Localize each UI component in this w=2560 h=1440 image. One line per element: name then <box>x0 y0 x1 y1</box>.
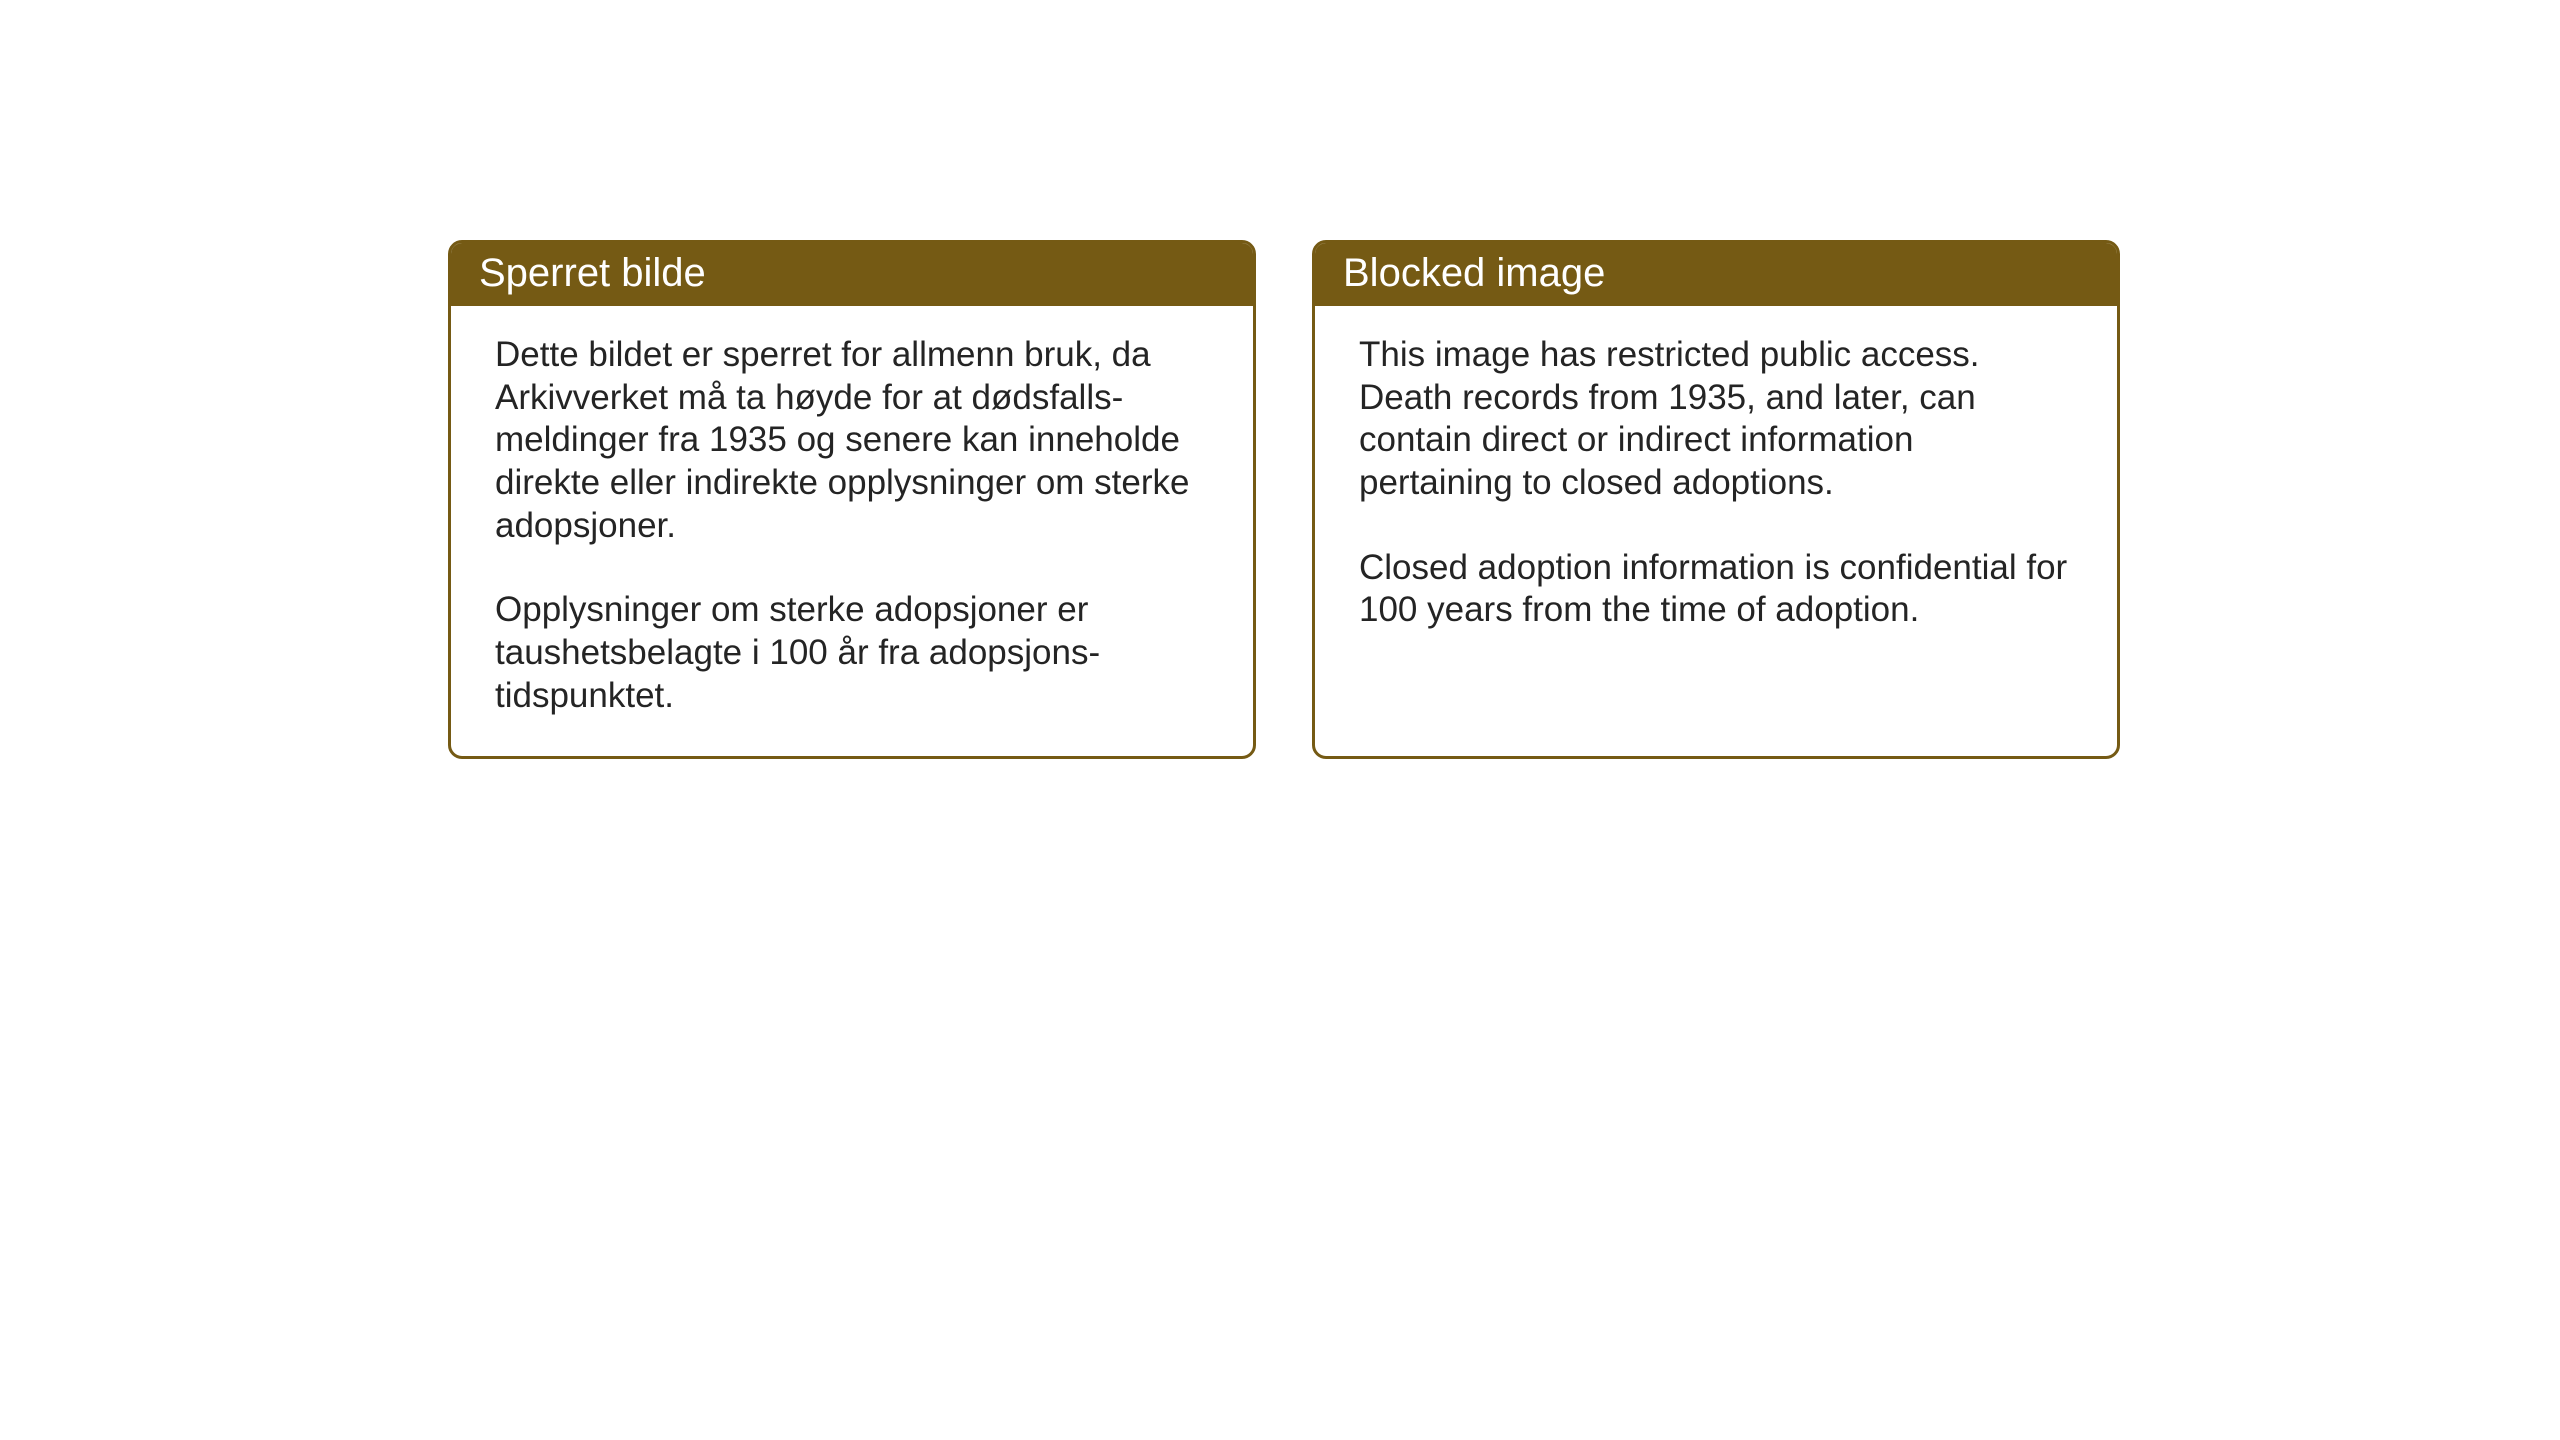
info-card-english: Blocked image This image has restricted … <box>1312 240 2120 759</box>
card-paragraph: Dette bildet er sperret for allmenn bruk… <box>495 334 1209 547</box>
info-card-norwegian: Sperret bilde Dette bildet er sperret fo… <box>448 240 1256 759</box>
card-paragraph: Opplysninger om sterke adopsjoner er tau… <box>495 589 1209 717</box>
card-header-norwegian: Sperret bilde <box>451 243 1253 306</box>
card-paragraph: This image has restricted public access.… <box>1359 334 2073 505</box>
card-header-english: Blocked image <box>1315 243 2117 306</box>
info-cards-container: Sperret bilde Dette bildet er sperret fo… <box>448 240 2120 759</box>
card-body-norwegian: Dette bildet er sperret for allmenn bruk… <box>451 306 1253 756</box>
card-paragraph: Closed adoption information is confident… <box>1359 547 2073 632</box>
card-body-english: This image has restricted public access.… <box>1315 306 2117 670</box>
